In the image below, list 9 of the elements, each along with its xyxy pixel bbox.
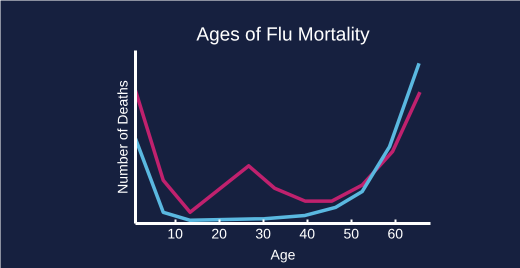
x-tick-label: 50: [343, 226, 360, 242]
x-tick-label: 30: [255, 226, 272, 242]
x-tick-label: 40: [299, 226, 316, 242]
x-axis-title: Age: [270, 246, 296, 262]
x-tick-label: 60: [387, 226, 404, 242]
chart-title: Ages of Flu Mortality: [196, 24, 370, 46]
y-axis-title: Number of Deaths: [114, 80, 130, 194]
x-tick-label: 10: [167, 226, 184, 242]
x-tick-label: 20: [211, 226, 228, 242]
